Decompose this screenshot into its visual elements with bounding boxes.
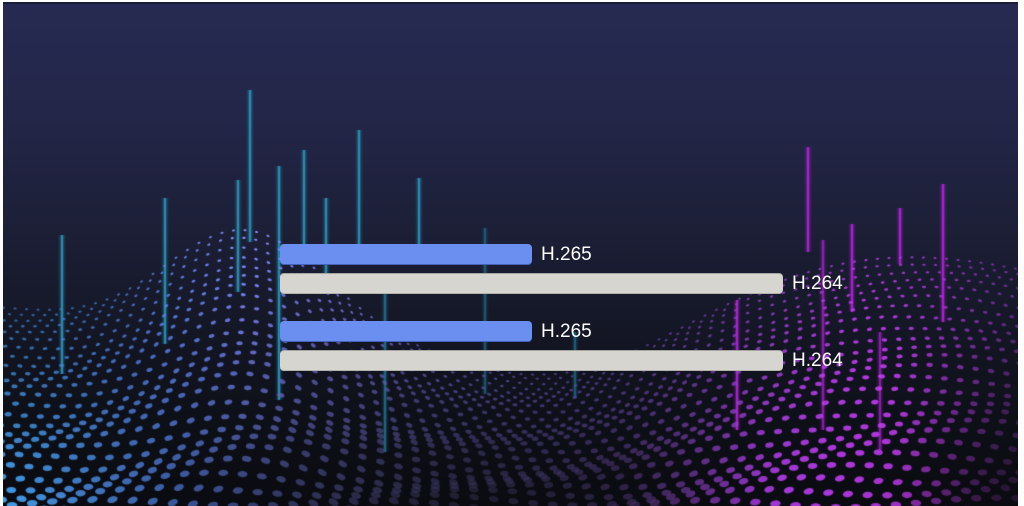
bar-h264 <box>280 273 783 294</box>
bar-label-h265: H.265 <box>541 244 592 265</box>
bar-row-h265-1: H.265 <box>280 321 592 342</box>
bar-label-h264: H.264 <box>792 350 843 371</box>
bar-row-h264-0: H.264 <box>280 273 843 294</box>
bar-row-h264-1: H.264 <box>280 350 843 371</box>
bar-label-h265: H.265 <box>541 321 592 342</box>
hero-banner: H.265 H.264 H.265 H.264 <box>3 2 1018 506</box>
bar-h264 <box>280 350 783 371</box>
bar-h265 <box>280 321 532 342</box>
codec-comparison-chart: H.265 H.264 H.265 H.264 <box>3 4 1018 506</box>
bar-row-h265-0: H.265 <box>280 244 592 265</box>
bar-h265 <box>280 244 532 265</box>
bar-label-h264: H.264 <box>792 273 843 294</box>
